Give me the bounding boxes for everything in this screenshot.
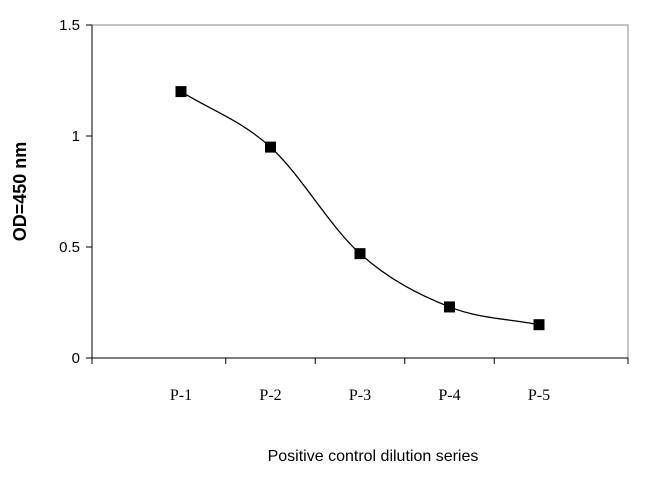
plot-area [91,24,629,359]
y-tick-label: 0 [72,350,80,367]
y-tick-label: 0.5 [59,239,80,256]
x-tick-label: P-3 [349,387,371,404]
x-tick-label: P-1 [170,387,192,404]
data-point-marker [444,301,455,313]
plot-frame [91,24,629,359]
x-tick-label: P-4 [438,387,460,404]
y-tick-label: 1.5 [59,17,80,34]
series-layer [175,86,545,331]
data-point-marker [533,319,545,331]
x-axis-label: Positive control dilution series [268,448,479,465]
x-axis: P-1 P-2 P-3 P-4 P-5 [91,357,629,404]
y-tick-label: 1 [72,128,80,145]
series-line [180,91,540,326]
data-point-marker [354,248,366,260]
y-axis: 0 0.5 1 1.5 [59,17,93,367]
x-tick-label: P-2 [259,387,281,404]
y-axis-label: OD=450 nm [10,142,30,242]
data-point-marker [265,141,276,153]
x-tick-label: P-5 [528,387,550,404]
data-point-marker [175,86,187,98]
